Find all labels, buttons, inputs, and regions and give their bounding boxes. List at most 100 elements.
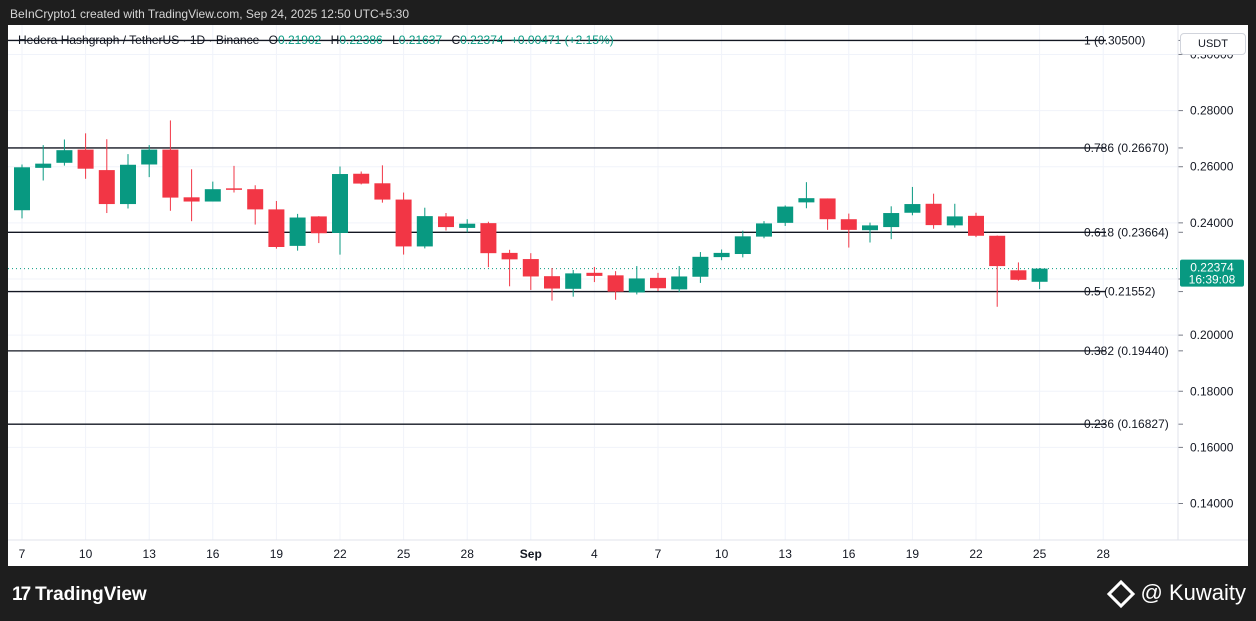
price-tag-value: 0.22374 bbox=[1190, 261, 1234, 275]
tradingview-brand: TradingView bbox=[35, 584, 147, 605]
y-tick-label: 0.24000 bbox=[1190, 216, 1234, 230]
x-tick-label: 22 bbox=[333, 547, 347, 561]
candle-body bbox=[544, 276, 560, 289]
x-tick-label: 10 bbox=[715, 547, 729, 561]
candle-body bbox=[77, 149, 94, 169]
candle-body bbox=[883, 213, 900, 228]
symbol-legend: Hedera Hashgraph / TetherUS · 1D · Binan… bbox=[18, 33, 614, 47]
watermark: @ Kuwaity bbox=[1106, 580, 1246, 609]
candle-body bbox=[35, 163, 52, 168]
candle-body bbox=[204, 189, 221, 202]
binance-diamond-icon bbox=[1106, 580, 1135, 609]
currency-unit-button[interactable]: USDT bbox=[1180, 33, 1246, 55]
low-label: L bbox=[392, 33, 399, 47]
candle-body bbox=[671, 276, 688, 290]
y-tick-label: 0.14000 bbox=[1190, 497, 1234, 511]
x-tick-label: 28 bbox=[461, 547, 475, 561]
candle-body bbox=[946, 216, 963, 226]
candle-body bbox=[332, 174, 348, 233]
candle-body bbox=[310, 216, 327, 234]
tradingview-mark-icon: 17 bbox=[12, 584, 31, 605]
candle-body bbox=[268, 209, 285, 247]
fib-level-label: 0.382 (0.19440) bbox=[1084, 344, 1169, 358]
candle-body bbox=[777, 206, 794, 223]
candle-body bbox=[628, 278, 645, 293]
y-tick-label: 0.16000 bbox=[1190, 440, 1234, 454]
candle-body bbox=[162, 149, 179, 198]
x-tick-label: 16 bbox=[842, 547, 856, 561]
candle-body bbox=[1031, 268, 1048, 282]
candle-body bbox=[734, 236, 751, 255]
candle-body bbox=[925, 203, 942, 226]
candle-body bbox=[586, 272, 603, 276]
candlestick-chart[interactable]: 0.300000.280000.260000.240000.220000.200… bbox=[8, 25, 1248, 566]
x-tick-label: 13 bbox=[779, 547, 793, 561]
fib-level-label: 0.618 (0.23664) bbox=[1084, 225, 1169, 239]
y-tick-label: 0.28000 bbox=[1190, 104, 1234, 118]
chart-attribution: BeInCrypto1 created with TradingView.com… bbox=[10, 7, 410, 21]
y-tick-label: 0.26000 bbox=[1190, 160, 1234, 174]
fib-level-label: 1 (0.30500) bbox=[1084, 33, 1145, 47]
chart-panel: 0.300000.280000.260000.240000.220000.200… bbox=[8, 25, 1248, 566]
fib-level-label: 0.5 (0.21552) bbox=[1084, 285, 1155, 299]
x-tick-label: 25 bbox=[397, 547, 411, 561]
x-tick-label: 16 bbox=[206, 547, 220, 561]
candle-body bbox=[438, 216, 454, 228]
candle-body bbox=[756, 223, 772, 237]
x-tick-label: 7 bbox=[19, 547, 26, 561]
candle-body bbox=[141, 149, 158, 165]
candle-body bbox=[14, 167, 30, 211]
fib-level-label: 0.236 (0.16827) bbox=[1084, 417, 1169, 431]
x-tick-label: 28 bbox=[1097, 547, 1111, 561]
candle-body bbox=[289, 217, 306, 246]
candle-body bbox=[183, 197, 200, 202]
candle-body bbox=[459, 223, 476, 228]
candle-body bbox=[374, 183, 391, 200]
high-value: 0.22386 bbox=[339, 33, 383, 47]
candle-body bbox=[395, 199, 412, 247]
high-label: H bbox=[330, 33, 340, 47]
low-value: 0.21637 bbox=[398, 33, 443, 47]
price-tag-box bbox=[1180, 259, 1244, 287]
x-tick-label: 19 bbox=[270, 547, 284, 561]
open-value: 0.21902 bbox=[277, 33, 322, 47]
x-tick-label: 25 bbox=[1033, 547, 1047, 561]
candle-body bbox=[416, 216, 433, 247]
close-label: C bbox=[451, 33, 461, 47]
tradingview-logo[interactable]: 17 TradingView bbox=[12, 584, 147, 606]
candle-body bbox=[226, 188, 242, 190]
x-tick-label: 4 bbox=[591, 547, 598, 561]
x-tick-label: 22 bbox=[969, 547, 983, 561]
x-tick-label: 10 bbox=[79, 547, 93, 561]
watermark-text: @ Kuwaity bbox=[1140, 580, 1246, 605]
y-tick-label: 0.20000 bbox=[1190, 328, 1234, 342]
candle-body bbox=[650, 277, 666, 289]
candle-body bbox=[968, 215, 984, 236]
candle-body bbox=[840, 219, 857, 230]
x-tick-label: 19 bbox=[906, 547, 920, 561]
candle-body bbox=[607, 275, 624, 292]
candle-body bbox=[480, 223, 497, 254]
candle-body bbox=[862, 225, 878, 231]
open-label: O bbox=[268, 33, 278, 47]
candle-body bbox=[713, 252, 730, 258]
price-tag-countdown: 16:39:08 bbox=[1189, 273, 1236, 287]
candle-body bbox=[56, 150, 73, 163]
candle-body bbox=[98, 170, 115, 205]
x-tick-label: 13 bbox=[143, 547, 157, 561]
candle-body bbox=[120, 164, 136, 205]
candle-body bbox=[989, 235, 1006, 267]
candle-body bbox=[522, 259, 539, 277]
x-tick-label: Sep bbox=[520, 547, 542, 561]
close-value: 0.22374 bbox=[460, 33, 504, 47]
candle-body bbox=[247, 189, 264, 210]
symbol-title: Hedera Hashgraph / TetherUS · 1D · Binan… bbox=[18, 33, 260, 47]
fib-level-label: 0.786 (0.26670) bbox=[1084, 141, 1169, 155]
candle-body bbox=[1010, 270, 1027, 280]
x-tick-label: 7 bbox=[655, 547, 662, 561]
candle-body bbox=[353, 173, 370, 184]
change-value: +0.00471 (+2.15%) bbox=[510, 33, 614, 47]
candle-body bbox=[692, 256, 709, 277]
y-tick-label: 0.18000 bbox=[1190, 384, 1234, 398]
candle-body bbox=[565, 273, 582, 289]
